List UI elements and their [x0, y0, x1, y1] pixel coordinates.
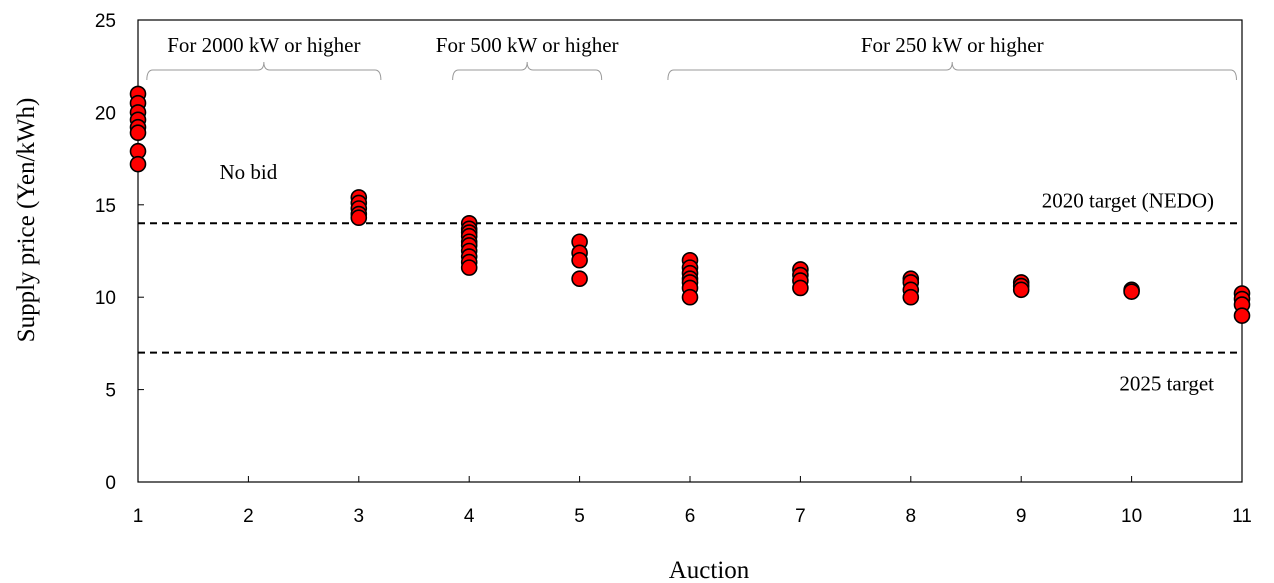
x-tick-label: 5 [574, 506, 585, 527]
y-tick-label: 15 [95, 196, 116, 217]
y-axis-title: Supply price (Yen/kWh) [13, 98, 40, 343]
data-point [129, 124, 147, 142]
x-tick-label: 3 [354, 506, 365, 527]
target-label: 2025 target [1119, 372, 1214, 396]
data-point [129, 155, 147, 173]
reference-lines: 2020 target (NEDO) 2025 target [138, 188, 1242, 396]
x-tick-label: 10 [1121, 506, 1142, 527]
x-tick-label: 9 [1016, 506, 1027, 527]
y-tick-label: 5 [105, 381, 116, 402]
bracket [452, 61, 603, 81]
bracket [667, 61, 1237, 81]
y-axis-ticks: 0 5 10 15 20 25 [95, 11, 144, 494]
x-tick-label: 2 [243, 506, 254, 527]
data-point [350, 209, 368, 227]
target-label: 2020 target (NEDO) [1042, 188, 1214, 212]
data-point [681, 288, 699, 306]
plot-border [137, 19, 1243, 483]
y-tick-label: 0 [105, 473, 116, 494]
x-axis-title: Auction [669, 557, 750, 583]
x-tick-label: 4 [464, 506, 475, 527]
no-bid-label: No bid [220, 160, 278, 184]
data-point [571, 270, 588, 288]
data-point [1233, 307, 1251, 324]
data-points [129, 85, 1251, 324]
bracket [146, 61, 382, 81]
x-tick-label: 6 [685, 506, 696, 527]
annotations: No bid [220, 160, 278, 184]
y-tick-label: 20 [95, 103, 116, 124]
y-tick-label: 10 [95, 288, 116, 309]
data-point [1123, 283, 1140, 300]
data-point [902, 288, 920, 306]
data-point [792, 279, 809, 297]
y-tick-label: 25 [95, 11, 116, 32]
x-axis-ticks: 1 2 3 4 5 6 7 8 9 10 11 [133, 476, 1252, 527]
bracket-label: For 2000 kW or higher [167, 33, 360, 57]
x-tick-label: 11 [1232, 506, 1252, 527]
data-point [460, 259, 478, 276]
x-tick-label: 8 [906, 506, 917, 527]
plot-area [137, 19, 1243, 483]
bracket-label: For 250 kW or higher [861, 33, 1044, 57]
data-point [1012, 281, 1030, 299]
data-point [571, 251, 588, 269]
range-brackets: For 2000 kW or higher For 500 kW or highe… [146, 33, 1237, 81]
bracket-label: For 500 kW or higher [436, 33, 619, 57]
x-tick-label: 1 [133, 506, 144, 527]
x-tick-label: 7 [795, 506, 806, 527]
